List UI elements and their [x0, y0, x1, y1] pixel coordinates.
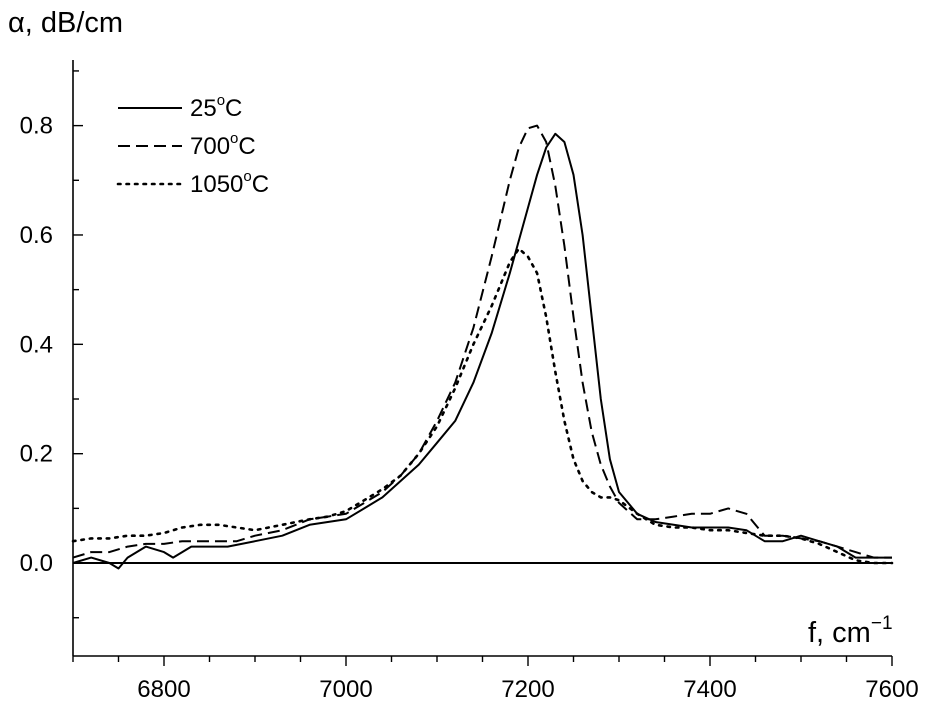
x-axis-title-text: f, cm	[808, 617, 871, 649]
x-axis-title-exponent: −1	[871, 613, 893, 634]
series-line-solid	[72, 132, 892, 570]
x-tick-label: 7600	[865, 676, 918, 703]
legend-label: 700oC	[190, 130, 256, 160]
y-tick-label: 0.0	[20, 550, 53, 577]
y-tick-label: 0.8	[20, 113, 53, 140]
axis-titles: α, dB/cm f, cm−1	[8, 7, 893, 649]
x-tick-label: 7000	[319, 676, 372, 703]
legend-label: 1050oC	[190, 168, 269, 198]
axes: 0.0 0.2 0.4 0.6 0.8 6800 7000 7200 7400 7600	[20, 60, 919, 703]
x-axis-title: f, cm−1	[808, 613, 893, 649]
series-line-dashed	[72, 124, 892, 559]
y-tick-label: 0.2	[20, 441, 53, 468]
x-tick-label: 6800	[137, 676, 190, 703]
y-tick-label: 0.6	[20, 222, 53, 249]
x-tick-label: 7400	[683, 676, 736, 703]
series-lines	[71, 124, 894, 570]
legend: 25oC 700oC 1050oC	[116, 92, 269, 198]
legend-label: 25oC	[190, 92, 242, 122]
y-tick-label: 0.4	[20, 331, 53, 358]
y-axis-title: α, dB/cm	[8, 7, 123, 39]
x-tick-label: 7200	[501, 676, 554, 703]
series-line-dotted	[71, 247, 894, 565]
